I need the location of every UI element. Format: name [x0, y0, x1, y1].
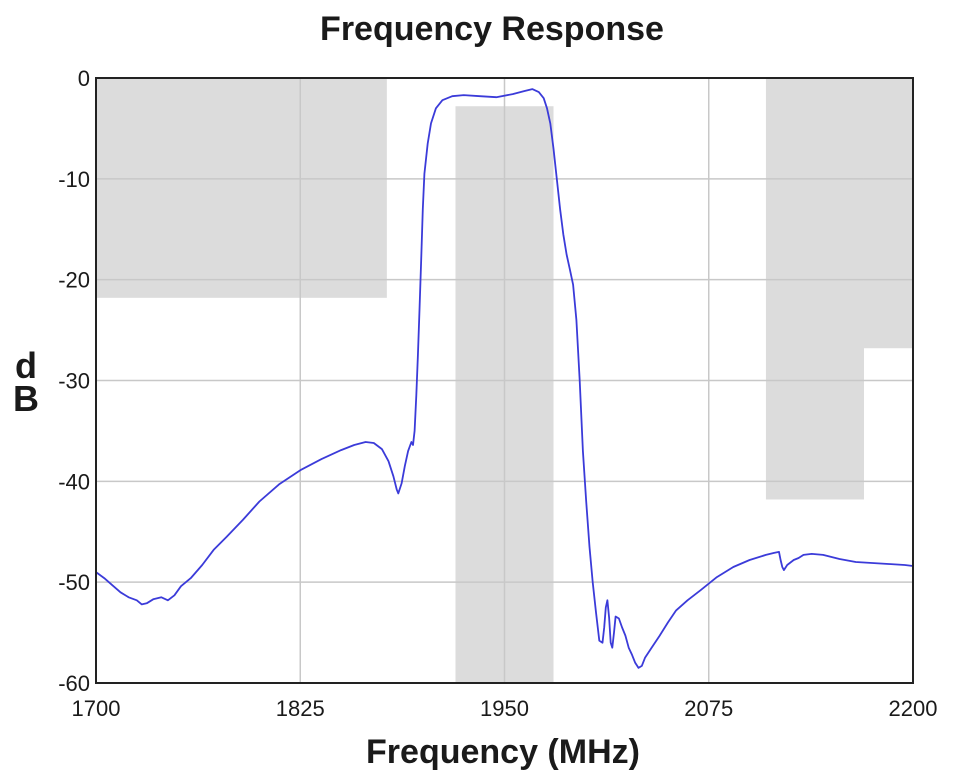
y-tick-label-5: -50	[58, 570, 90, 595]
series-group	[95, 88, 914, 669]
y-tick-label-6: -60	[58, 671, 90, 696]
y-tick-label-2: -20	[58, 268, 90, 293]
x-tick-labels: 1700 1825 1950 2075 2200	[72, 696, 938, 721]
x-tick-label-1: 1825	[276, 696, 325, 721]
x-axis-label: Frequency (MHz)	[366, 733, 640, 771]
chart-title: Frequency Response	[320, 10, 664, 48]
y-tick-label-3: -30	[58, 369, 90, 394]
x-tick-label-2: 1950	[480, 696, 529, 721]
x-tick-label-4: 2200	[889, 696, 938, 721]
y-axis-label-bottom: B	[13, 378, 39, 419]
y-axis-label-top: d	[15, 345, 37, 386]
series-line-0	[95, 88, 914, 669]
y-tick-label-1: -10	[58, 167, 90, 192]
y-tick-label-4: -40	[58, 469, 90, 494]
x-tick-label-0: 1700	[72, 696, 121, 721]
plot-frame	[95, 77, 914, 684]
mask-region-2	[765, 78, 864, 500]
y-tick-labels: 0 -10 -20 -30 -40 -50 -60	[58, 66, 90, 696]
mask-region-0	[96, 78, 387, 298]
mask-region-3	[863, 78, 913, 349]
y-tick-label-0: 0	[78, 66, 90, 91]
x-tick-label-3: 2075	[684, 696, 733, 721]
